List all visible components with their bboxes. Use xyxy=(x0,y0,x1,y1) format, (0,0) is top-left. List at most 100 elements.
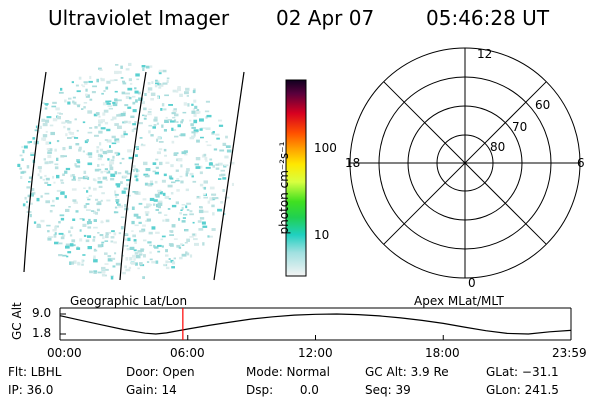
emission-pixel xyxy=(134,121,137,123)
emission-pixel xyxy=(58,91,64,94)
emission-pixel xyxy=(112,265,116,268)
emission-pixel xyxy=(195,111,201,114)
emission-pixel xyxy=(62,173,65,176)
emission-pixel xyxy=(191,175,194,178)
emission-pixel xyxy=(84,81,88,85)
emission-pixel xyxy=(177,124,181,128)
emission-pixel xyxy=(129,246,135,250)
emission-pixel xyxy=(40,195,43,198)
emission-pixel xyxy=(104,139,108,141)
emission-pixel xyxy=(97,164,100,167)
emission-pixel xyxy=(105,219,110,223)
emission-pixel xyxy=(125,257,129,261)
emission-pixel xyxy=(27,194,30,198)
emission-pixel xyxy=(164,119,169,123)
emission-pixel xyxy=(192,90,196,94)
emission-pixel xyxy=(67,101,71,105)
emission-pixel xyxy=(67,137,72,139)
emission-pixel xyxy=(63,125,66,129)
emission-pixel xyxy=(223,164,227,168)
emission-pixel xyxy=(183,213,188,216)
emission-pixel xyxy=(30,202,33,205)
emission-pixel xyxy=(87,176,90,180)
emission-pixel xyxy=(81,108,84,110)
emission-pixel xyxy=(46,224,51,227)
emission-pixel xyxy=(106,139,112,143)
emission-pixel xyxy=(89,127,93,129)
emission-pixel xyxy=(126,183,131,187)
emission-pixel xyxy=(117,203,121,206)
emission-pixel xyxy=(42,178,45,181)
emission-pixel xyxy=(67,251,72,254)
emission-pixel xyxy=(179,175,183,178)
emission-pixel xyxy=(124,170,129,174)
emission-pixel xyxy=(147,111,152,113)
emission-pixel xyxy=(22,149,25,154)
emission-pixel xyxy=(36,224,42,228)
emission-pixel xyxy=(142,276,145,279)
emission-pixel xyxy=(114,193,119,196)
info-filter: Flt: LBHL xyxy=(8,365,62,379)
emission-pixel xyxy=(184,152,188,156)
emission-pixel xyxy=(87,221,92,225)
emission-pixel xyxy=(110,159,115,162)
uv-emission-speckle xyxy=(17,62,235,280)
emission-pixel xyxy=(101,241,105,244)
emission-pixel xyxy=(121,91,126,95)
emission-pixel xyxy=(97,177,101,180)
emission-pixel xyxy=(158,148,163,151)
emission-pixel xyxy=(100,119,105,123)
info-door: Door: Open xyxy=(126,365,195,379)
emission-pixel xyxy=(139,137,143,139)
emission-pixel xyxy=(69,234,73,237)
timeline-left-title: Geographic Lat/Lon xyxy=(70,294,188,308)
emission-pixel xyxy=(112,101,116,104)
emission-pixel xyxy=(89,98,93,101)
emission-pixel xyxy=(132,165,136,168)
emission-pixel xyxy=(33,140,36,145)
emission-pixel xyxy=(106,80,111,84)
emission-pixel xyxy=(28,181,31,183)
emission-pixel xyxy=(82,254,86,256)
emission-pixel xyxy=(152,170,156,173)
emission-pixel xyxy=(185,251,188,255)
emission-pixel xyxy=(97,244,102,248)
emission-pixel xyxy=(132,169,135,172)
emission-pixel xyxy=(75,84,79,87)
emission-pixel xyxy=(86,209,91,211)
emission-pixel xyxy=(157,250,161,253)
emission-pixel xyxy=(55,197,59,200)
emission-pixel xyxy=(127,106,132,109)
timeline-ytick-bottom: 1.8 xyxy=(32,326,52,340)
emission-pixel xyxy=(127,237,131,242)
emission-pixel xyxy=(150,134,154,137)
emission-pixel xyxy=(44,192,50,195)
emission-pixel xyxy=(19,154,23,157)
emission-pixel xyxy=(193,88,196,92)
timeline-xtick: 06:00 xyxy=(170,346,205,360)
timeline-right-title: Apex MLat/MLT xyxy=(414,294,504,308)
emission-pixel xyxy=(199,118,204,122)
emission-pixel xyxy=(115,199,120,202)
emission-pixel xyxy=(229,161,235,165)
emission-pixel xyxy=(41,102,45,104)
emission-pixel xyxy=(193,99,197,103)
emission-pixel xyxy=(62,254,67,257)
emission-pixel xyxy=(100,77,103,80)
emission-pixel xyxy=(203,196,208,199)
emission-pixel xyxy=(208,235,213,238)
emission-pixel xyxy=(90,210,95,212)
emission-pixel xyxy=(205,141,208,143)
emission-pixel xyxy=(173,108,177,111)
emission-pixel xyxy=(83,81,88,83)
emission-pixel xyxy=(71,81,74,84)
emission-pixel xyxy=(158,69,164,73)
emission-pixel xyxy=(65,208,70,212)
emission-pixel xyxy=(98,185,103,188)
emission-pixel xyxy=(165,266,170,270)
emission-pixel xyxy=(73,201,78,204)
emission-pixel xyxy=(110,274,114,277)
emission-pixel xyxy=(99,148,104,152)
emission-pixel xyxy=(116,201,119,204)
emission-pixel xyxy=(107,258,113,262)
